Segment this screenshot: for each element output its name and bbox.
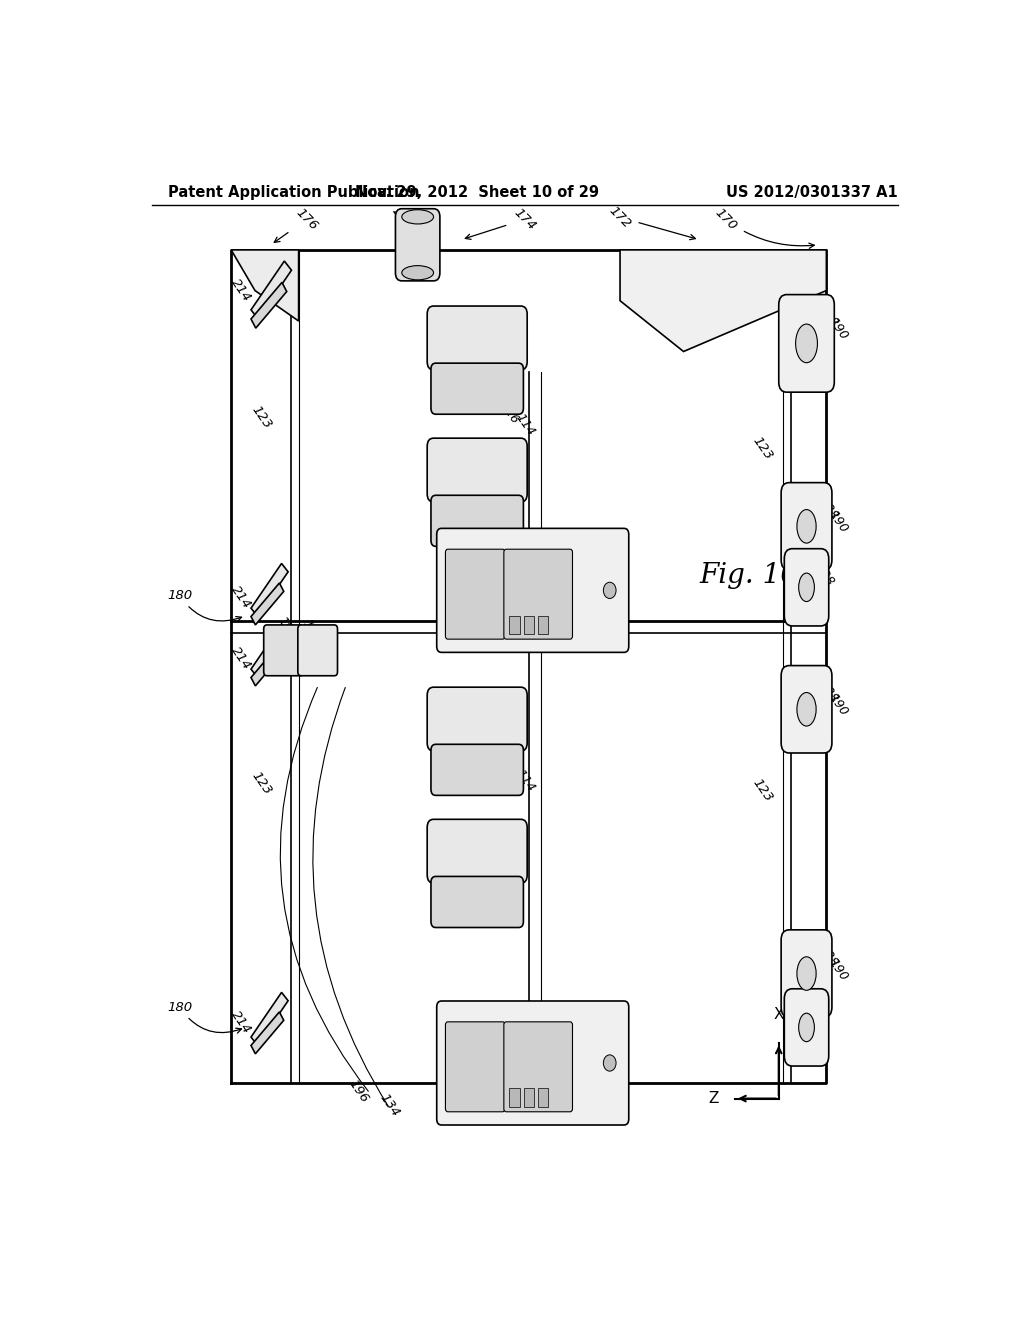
Polygon shape	[251, 644, 284, 686]
Text: 214: 214	[229, 276, 254, 305]
Text: 196: 196	[274, 614, 299, 642]
Text: 190: 190	[826, 315, 851, 343]
Text: 200: 200	[389, 206, 415, 234]
Text: Nov. 29, 2012  Sheet 10 of 29: Nov. 29, 2012 Sheet 10 of 29	[355, 185, 599, 201]
FancyBboxPatch shape	[781, 929, 831, 1018]
Text: 180: 180	[167, 1001, 242, 1034]
Circle shape	[603, 582, 616, 598]
Text: 186: 186	[423, 701, 447, 727]
FancyBboxPatch shape	[436, 528, 629, 652]
Text: 116: 116	[497, 399, 521, 426]
FancyBboxPatch shape	[781, 665, 831, 752]
Bar	[538, 1089, 548, 1106]
Text: 188: 188	[816, 302, 840, 330]
Text: 176: 176	[274, 206, 321, 243]
Text: 123: 123	[751, 434, 775, 462]
Text: 170: 170	[712, 206, 814, 248]
FancyBboxPatch shape	[431, 363, 523, 414]
Text: 114: 114	[513, 767, 537, 795]
FancyBboxPatch shape	[427, 306, 527, 370]
FancyBboxPatch shape	[395, 209, 440, 281]
Ellipse shape	[799, 1014, 814, 1041]
Circle shape	[603, 1055, 616, 1071]
FancyBboxPatch shape	[504, 1022, 572, 1111]
FancyBboxPatch shape	[427, 688, 527, 751]
FancyBboxPatch shape	[427, 438, 527, 502]
Text: 188: 188	[812, 561, 837, 589]
FancyBboxPatch shape	[431, 876, 523, 928]
FancyBboxPatch shape	[431, 744, 523, 796]
Polygon shape	[620, 249, 826, 351]
FancyBboxPatch shape	[784, 549, 828, 626]
Text: 116: 116	[497, 755, 521, 781]
FancyBboxPatch shape	[781, 483, 831, 570]
Polygon shape	[251, 261, 292, 319]
Polygon shape	[231, 249, 299, 321]
Text: 214: 214	[229, 583, 254, 611]
Text: US 2012/0301337 A1: US 2012/0301337 A1	[726, 185, 898, 201]
Text: 123: 123	[751, 776, 775, 805]
Text: 118: 118	[439, 457, 464, 484]
Text: 118: 118	[439, 708, 464, 735]
Text: 214: 214	[229, 1008, 254, 1036]
Text: 188: 188	[816, 495, 840, 523]
Text: 196: 196	[346, 1077, 371, 1105]
Polygon shape	[251, 564, 288, 616]
FancyBboxPatch shape	[504, 549, 572, 639]
Ellipse shape	[401, 265, 433, 280]
Text: 123: 123	[249, 404, 273, 432]
FancyBboxPatch shape	[436, 1001, 629, 1125]
Text: Patent Application Publication: Patent Application Publication	[168, 185, 419, 201]
Text: 114: 114	[513, 411, 537, 438]
Text: 180: 180	[167, 589, 242, 622]
Text: 172: 172	[606, 203, 695, 240]
Text: 186: 186	[423, 450, 447, 477]
Bar	[523, 616, 534, 634]
Text: 186: 186	[423, 318, 447, 345]
Text: 123: 123	[249, 770, 273, 797]
Polygon shape	[251, 624, 288, 677]
Text: 186: 186	[423, 833, 447, 861]
FancyBboxPatch shape	[445, 549, 505, 639]
Polygon shape	[251, 583, 284, 624]
Ellipse shape	[797, 957, 816, 990]
Ellipse shape	[797, 510, 816, 543]
Text: 188: 188	[816, 678, 840, 706]
Text: 198: 198	[416, 209, 440, 236]
Text: 190: 190	[826, 508, 851, 536]
Text: Fig. 10: Fig. 10	[699, 561, 799, 589]
FancyBboxPatch shape	[778, 294, 835, 392]
Text: 198: 198	[300, 618, 325, 644]
Polygon shape	[251, 993, 288, 1045]
Text: 190: 190	[826, 692, 851, 719]
Ellipse shape	[401, 210, 433, 224]
Text: Z: Z	[709, 1092, 719, 1106]
Text: 188: 188	[816, 942, 840, 970]
Text: 118: 118	[439, 325, 464, 352]
Bar	[538, 616, 548, 634]
FancyBboxPatch shape	[298, 624, 338, 676]
Bar	[509, 1089, 520, 1106]
Ellipse shape	[797, 693, 816, 726]
Ellipse shape	[796, 325, 817, 363]
Text: 190: 190	[826, 956, 851, 983]
FancyBboxPatch shape	[427, 820, 527, 883]
Text: X: X	[773, 1007, 784, 1022]
Text: 134: 134	[378, 1092, 402, 1119]
Text: 118: 118	[439, 840, 464, 867]
Polygon shape	[251, 1012, 284, 1053]
FancyBboxPatch shape	[445, 1022, 505, 1111]
Bar	[509, 616, 520, 634]
Ellipse shape	[799, 573, 814, 602]
FancyBboxPatch shape	[784, 989, 828, 1067]
Text: 214: 214	[229, 644, 254, 672]
Text: 174: 174	[465, 206, 539, 239]
FancyBboxPatch shape	[264, 624, 303, 676]
Bar	[523, 1089, 534, 1106]
FancyBboxPatch shape	[431, 495, 523, 546]
Polygon shape	[251, 282, 287, 329]
